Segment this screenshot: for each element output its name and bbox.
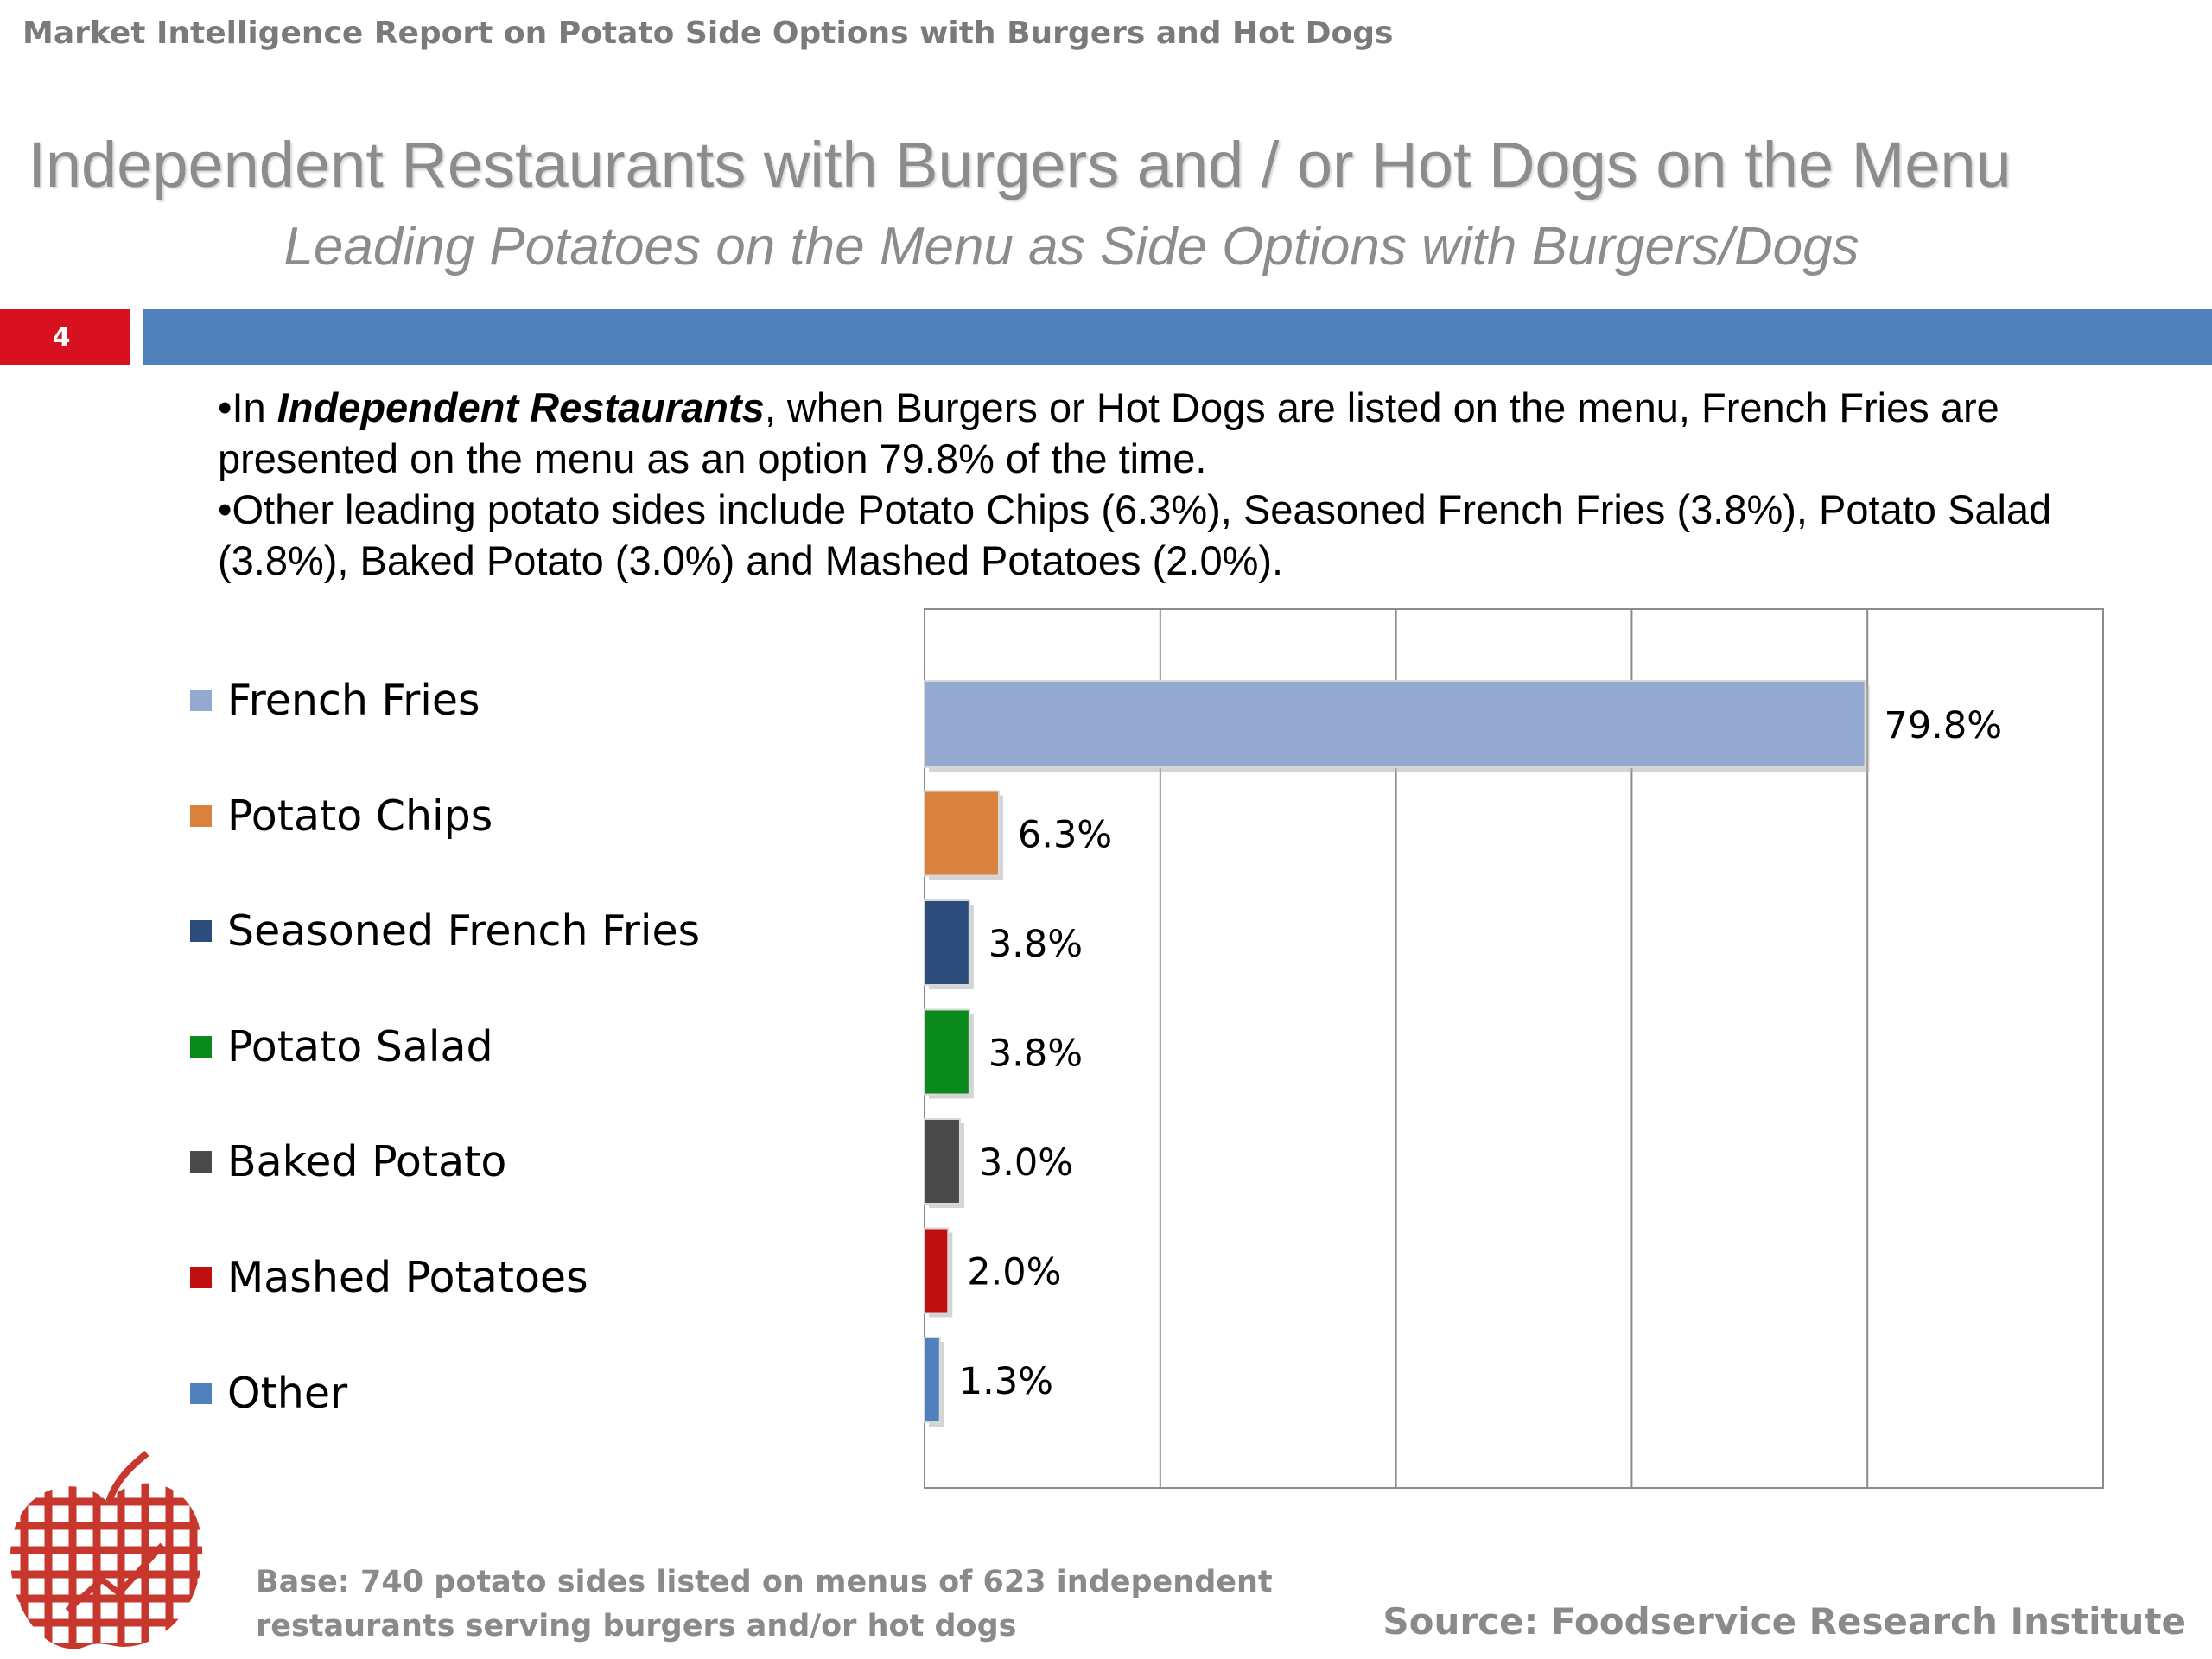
bullet-1: •In Independent Restaurants, when Burger… [218,382,2153,484]
bar-baked-potato [924,1118,961,1205]
legend-swatch [190,920,212,943]
legend-label: Mashed Potatoes [227,1253,588,1302]
bullet-2: •Other leading potato sides include Pota… [218,486,2052,583]
slide-subtitle: Leading Potatoes on the Menu as Side Opt… [0,216,2212,277]
report-title: Market Intelligence Report on Potato Sid… [22,16,1394,51]
bar-french-fries [924,680,1866,768]
bar-potato-chips [924,790,1000,877]
slide-title: Independent Restaurants with Burgers and… [0,128,2212,201]
legend-swatch [190,804,212,827]
bullet-1-emphasis: Independent Restaurants [276,385,765,430]
header-divider [143,309,2212,365]
bar-other [924,1337,941,1423]
legend-item: Potato Chips [190,791,493,841]
data-label: 6.3% [1018,814,1112,857]
legend-label: Baked Potato [227,1137,507,1187]
legend-swatch [190,1151,212,1173]
bullet-1-prefix: •In [218,385,277,430]
slide-number-badge: 4 [0,309,130,365]
legend-swatch [190,1267,212,1288]
legend-label: Other [227,1368,348,1418]
legend-item: Potato Salad [190,1022,493,1071]
data-label: 3.8% [988,1033,1083,1076]
base-note: Base: 740 potato sides listed on menus o… [256,1565,1273,1643]
apple-grid-logo-icon [10,1450,203,1649]
data-label: 2.0% [967,1251,1061,1294]
bar-mashed-potatoes [924,1227,950,1314]
legend-item: Baked Potato [190,1137,506,1186]
legend-item: Seasoned French Fries [190,906,700,956]
legend-swatch [190,690,212,711]
legend-label: Seasoned French Fries [227,906,701,957]
data-label: 1.3% [959,1360,1053,1403]
data-label: 3.0% [979,1141,1073,1185]
legend-label: French Fries [227,676,480,725]
source-note: Source: Foodservice Research Institute [1382,1600,2186,1643]
legend-label: Potato Salad [227,1021,493,1071]
data-label: 3.8% [988,923,1083,966]
bar-potato-salad [924,1008,970,1096]
slide-title-text: Independent Restaurants with Burgers and… [28,129,2012,200]
bar-seasoned-french-fries [924,899,970,986]
legend-item: French Fries [190,676,480,725]
summary-text: •In Independent Restaurants, when Burger… [218,382,2153,586]
legend-item: Other [190,1369,347,1418]
legend-item: Mashed Potatoes [190,1253,588,1302]
slide-subtitle-text: Leading Potatoes on the Menu as Side Opt… [283,217,1859,276]
bullet-1-rest: , when Burgers or Hot Dogs are listed on… [218,385,1999,481]
data-label: 79.8% [1884,704,2002,747]
legend-swatch [190,1035,212,1058]
legend-label: Potato Chips [227,791,493,841]
legend-swatch [190,1382,212,1404]
